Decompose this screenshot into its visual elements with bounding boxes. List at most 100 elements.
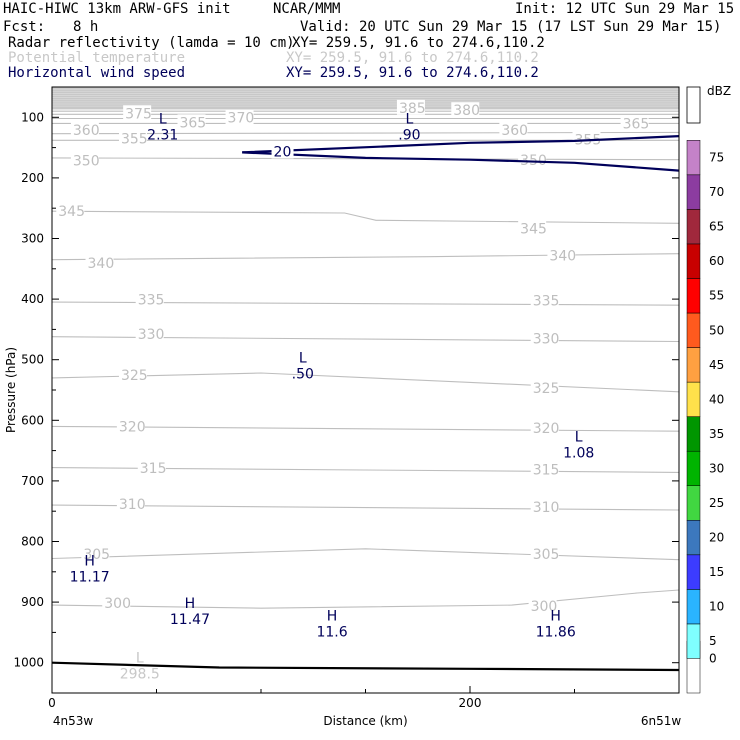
- theta-label-bg: [70, 122, 99, 138]
- colorbar-swatch: [686, 140, 701, 176]
- y-tick-label: 300: [21, 232, 44, 246]
- theta-label: 355: [121, 132, 148, 148]
- extremum-high-marker: H: [327, 608, 338, 624]
- colorbar-label: 75: [709, 151, 724, 165]
- theta-label: 370: [228, 111, 255, 127]
- colorbar-swatch: [686, 450, 701, 486]
- colorbar-swatch: [686, 209, 701, 245]
- theta-contour-305: [51, 548, 680, 561]
- extremum-low-marker: L: [405, 111, 413, 127]
- theta-label: 330: [138, 327, 165, 343]
- theta-label: 340: [549, 249, 576, 265]
- theta-label-bg: [225, 109, 254, 125]
- theta-label-bg: [547, 247, 576, 263]
- extremum-value: .50: [292, 367, 314, 383]
- colorbar-top-cap: [686, 86, 701, 124]
- theta-label: 325: [533, 381, 560, 397]
- colorbar-swatch: [686, 243, 701, 279]
- theta-label: 335: [138, 292, 165, 308]
- forecast-value: 8 h: [73, 19, 99, 35]
- theta-label: 345: [58, 204, 85, 220]
- y-tick-label: 200: [21, 171, 44, 185]
- colorbar-label: 10: [709, 600, 724, 614]
- extremum-value: 11.17: [70, 570, 110, 586]
- theta-label-bg: [530, 419, 559, 435]
- theta-label-bg: [396, 99, 425, 115]
- colorbar-label: 0: [709, 651, 717, 665]
- theta-label-bg: [116, 418, 145, 434]
- organization: NCAR/MMM: [273, 1, 341, 17]
- theta-label-bg: [518, 220, 547, 236]
- colorbar-label: 20: [709, 531, 724, 545]
- theta-label-bg: [451, 102, 480, 118]
- field3-xy: XY= 259.5, 91.6 to 274.6,110.2: [286, 65, 539, 81]
- theta-label: 320: [533, 421, 560, 437]
- theta-label-bg: [528, 597, 557, 613]
- theta-label-bg: [530, 545, 559, 561]
- colorbar-label: 25: [709, 496, 724, 510]
- theta-label: 315: [140, 461, 167, 477]
- extremum-value: 1.08: [563, 446, 594, 462]
- theta-label: 305: [83, 547, 110, 563]
- theta-label-bg: [118, 367, 147, 383]
- colorbar-label: 35: [709, 427, 724, 441]
- colorbar-unit: dBZ: [707, 84, 731, 98]
- theta-label: 380: [453, 103, 480, 119]
- theta-label-bg: [499, 122, 528, 138]
- theta-label-bg: [530, 292, 559, 308]
- theta-label: 350: [73, 154, 100, 170]
- theta-label-bg: [135, 291, 164, 307]
- y-tick-label: 400: [21, 292, 44, 306]
- theta-label: 385: [399, 101, 426, 117]
- extremum-value: 298.5: [120, 667, 160, 683]
- y-tick-label: 700: [21, 474, 44, 488]
- theta-label: 365: [623, 117, 650, 133]
- colorbar-label: 50: [709, 323, 724, 337]
- theta-label-bg: [81, 545, 110, 561]
- extremum-low-marker: L: [136, 651, 144, 667]
- y-tick-label: 100: [21, 110, 44, 124]
- theta-label-bg: [530, 499, 559, 515]
- extremum-value: 11.6: [316, 624, 347, 640]
- theta-label: 320: [119, 420, 146, 436]
- colorbar-label: 40: [709, 392, 724, 406]
- theta-label-bg: [70, 152, 99, 168]
- extremum-high-marker: H: [185, 596, 196, 612]
- theta-label-bg: [177, 114, 206, 130]
- theta-label: 360: [73, 123, 100, 139]
- theta-label: 310: [119, 497, 146, 513]
- wind-contour-edge-1: [242, 151, 680, 172]
- colorbar-swatch: [686, 554, 701, 590]
- x-tick-label: 0: [48, 696, 56, 710]
- theta-label: 360: [501, 123, 528, 139]
- colorbar-label: 30: [709, 461, 724, 475]
- field2-xy: XY= 259.5, 91.6 to 274.6,110.2: [286, 50, 539, 66]
- x-axis-title: Distance (km): [323, 714, 407, 728]
- field2-name: Potential temperature: [8, 50, 186, 66]
- colorbar-swatch: [686, 623, 701, 659]
- theta-label: 345: [520, 221, 547, 237]
- theta-label-bg: [530, 330, 559, 346]
- y-tick-label: 800: [21, 535, 44, 549]
- wind-label-bg: [271, 143, 294, 159]
- colorbar-swatch: [686, 278, 701, 314]
- field3-name: Horizontal wind speed: [8, 65, 186, 81]
- init-time: Init: 12 UTC Sun 29 Mar 15: [515, 1, 735, 17]
- extremum-value: 11.47: [170, 612, 210, 628]
- theta-label-bg: [530, 461, 559, 477]
- colorbar-swatch: [686, 347, 701, 383]
- colorbar-label: 15: [709, 565, 724, 579]
- wind-contour-20: [242, 135, 680, 154]
- theta-label: 335: [533, 294, 560, 310]
- theta-label: 315: [533, 463, 560, 479]
- colorbar-swatch: [686, 520, 701, 556]
- theta-contour-300: [51, 589, 680, 609]
- theta-label-bg: [572, 131, 601, 147]
- theta-label: 340: [88, 256, 115, 272]
- theta-label-bg: [102, 594, 131, 610]
- y-axis-title: Pressure (hPa): [4, 347, 18, 433]
- theta-label: 310: [533, 500, 560, 516]
- colorbar-label: 65: [709, 220, 724, 234]
- colorbar-swatch: [686, 589, 701, 625]
- colorbar-label: 5: [709, 634, 717, 648]
